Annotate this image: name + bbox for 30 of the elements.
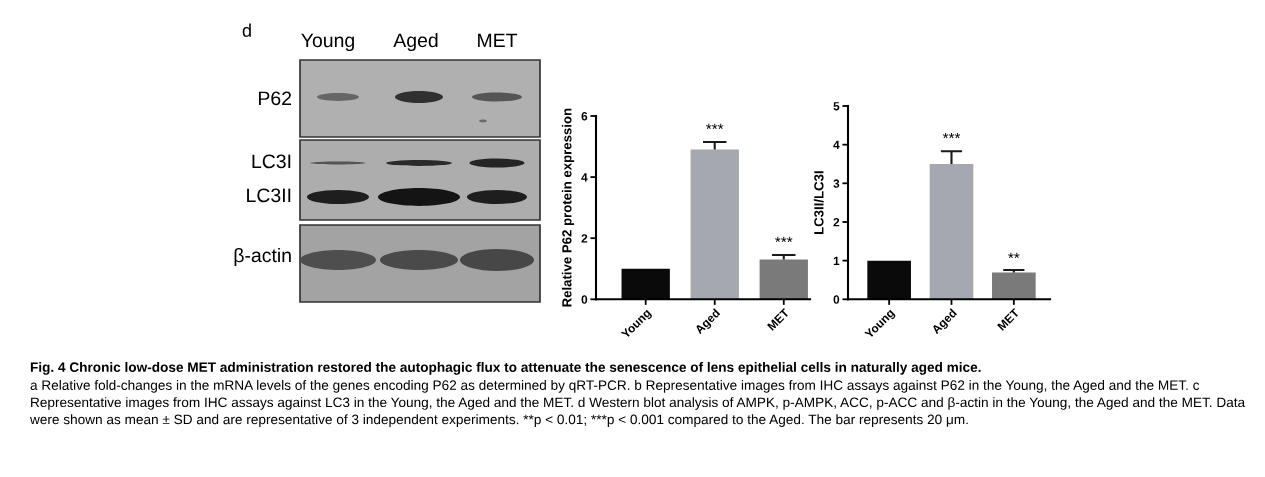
category-label: Aged	[393, 32, 438, 52]
bar	[929, 163, 974, 300]
category-label: LC3I	[252, 154, 291, 169]
category-label: MET	[478, 33, 518, 48]
bar	[759, 259, 808, 300]
category-label: β-actin	[234, 247, 291, 267]
y-tick-label: 1	[833, 256, 840, 265]
annotation: ***	[706, 123, 724, 130]
annotation: ***	[942, 132, 961, 139]
text: d	[242, 23, 251, 37]
y-tick-label: 5	[833, 102, 840, 111]
y-tick-label: 2	[833, 218, 840, 227]
annotation: ***	[775, 236, 793, 243]
y-tick-label: 4	[833, 140, 840, 149]
y-tick-label: 4	[581, 173, 588, 182]
text: Fig. 4 Chronic low-dose MET administration restored the autophagic flux to attenuate the senescence of lens epithelial cells in naturally aged mice.	[30, 362, 981, 375]
bar	[690, 149, 739, 300]
y-tick-label: 6	[581, 112, 588, 121]
y-axis-title: LC3II/LC3I	[813, 171, 824, 235]
y-tick-label: 0	[581, 295, 588, 304]
category-label: P62	[259, 91, 292, 106]
category-label: Young	[301, 33, 354, 52]
category-label: LC3II	[247, 188, 291, 203]
bar	[992, 272, 1036, 300]
annotation: **	[1008, 252, 1020, 259]
y-tick-label: 0	[833, 295, 840, 304]
y-axis-title: Relative P62 protein expression	[561, 108, 575, 307]
y-tick-label: 2	[581, 234, 588, 243]
text: a Relative fold-changes in the mRNA levels of the genes encoding P62 as determined by qRT-PCR. b Representative images from IHC assays against P62 in the Young, the Aged and the MET. c Representative images from IHC assays against LC3 in the Young, the Aged and the MET. d Western blot analysis of AMPK, p-AMPK, ACC, p-ACC and β-actin in the Young, the Aged and the MET. Data were shown as mean ± SD and are representative of 3 independent experiments. **p < 0.01; ***p < 0.001 compared to the Aged. The bar represents 20 μm.	[29, 380, 1246, 427]
y-tick-label: 3	[833, 179, 840, 188]
